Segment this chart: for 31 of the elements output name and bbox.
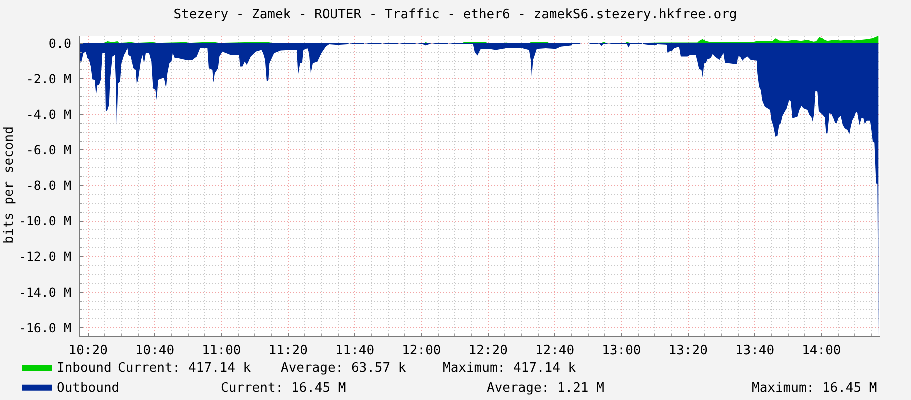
x-tick-label: 10:20: [68, 344, 108, 359]
chart-title: Stezery - Zamek - ROUTER - Traffic - ether6 - zamekS6.stezery.hkfree.org: [174, 8, 738, 23]
y-tick-label: -12.0 M: [18, 249, 72, 264]
y-tick-label: -16.0 M: [18, 320, 72, 336]
y-tick-label: -8.0 M: [26, 178, 72, 194]
text: Average: 1.21 M: [487, 381, 605, 396]
y-tick-label: -4.0 M: [26, 106, 72, 122]
y-axis-title: bits per second: [2, 126, 17, 244]
x-tick-label: 12:20: [468, 344, 508, 359]
x-tick-label: 13:40: [735, 344, 775, 359]
x-tick-label: 10:40: [135, 344, 175, 359]
legend-label: Inbound: [57, 361, 112, 376]
y-tick-label: -6.0 M: [26, 142, 72, 158]
y-tick-label: -10.0 M: [18, 214, 72, 229]
y-tick-label: -14.0 M: [18, 284, 72, 300]
text: Current: 417.14 k: [118, 361, 252, 376]
x-tick-label: 13:00: [602, 344, 642, 359]
x-tick-label: 13:20: [668, 344, 708, 359]
x-tick-label: 12:40: [535, 344, 575, 359]
x-tick-label: 11:20: [268, 344, 308, 359]
legend-label: Outbound: [57, 380, 120, 396]
text: Maximum: 16.45 M: [752, 381, 878, 396]
text: Current: 16.45 M: [221, 381, 346, 396]
x-tick-label: 14:00: [802, 344, 842, 359]
x-tick-label: 11:40: [335, 344, 375, 359]
x-tick-label: 11:00: [202, 344, 242, 359]
text: Average: 63.57 k: [281, 361, 406, 376]
text: Maximum: 417.14 k: [443, 361, 576, 376]
y-tick-label: 0.0: [48, 36, 72, 51]
x-tick-label: 12:00: [402, 344, 442, 359]
y-tick-label: -2.0 M: [26, 71, 72, 86]
